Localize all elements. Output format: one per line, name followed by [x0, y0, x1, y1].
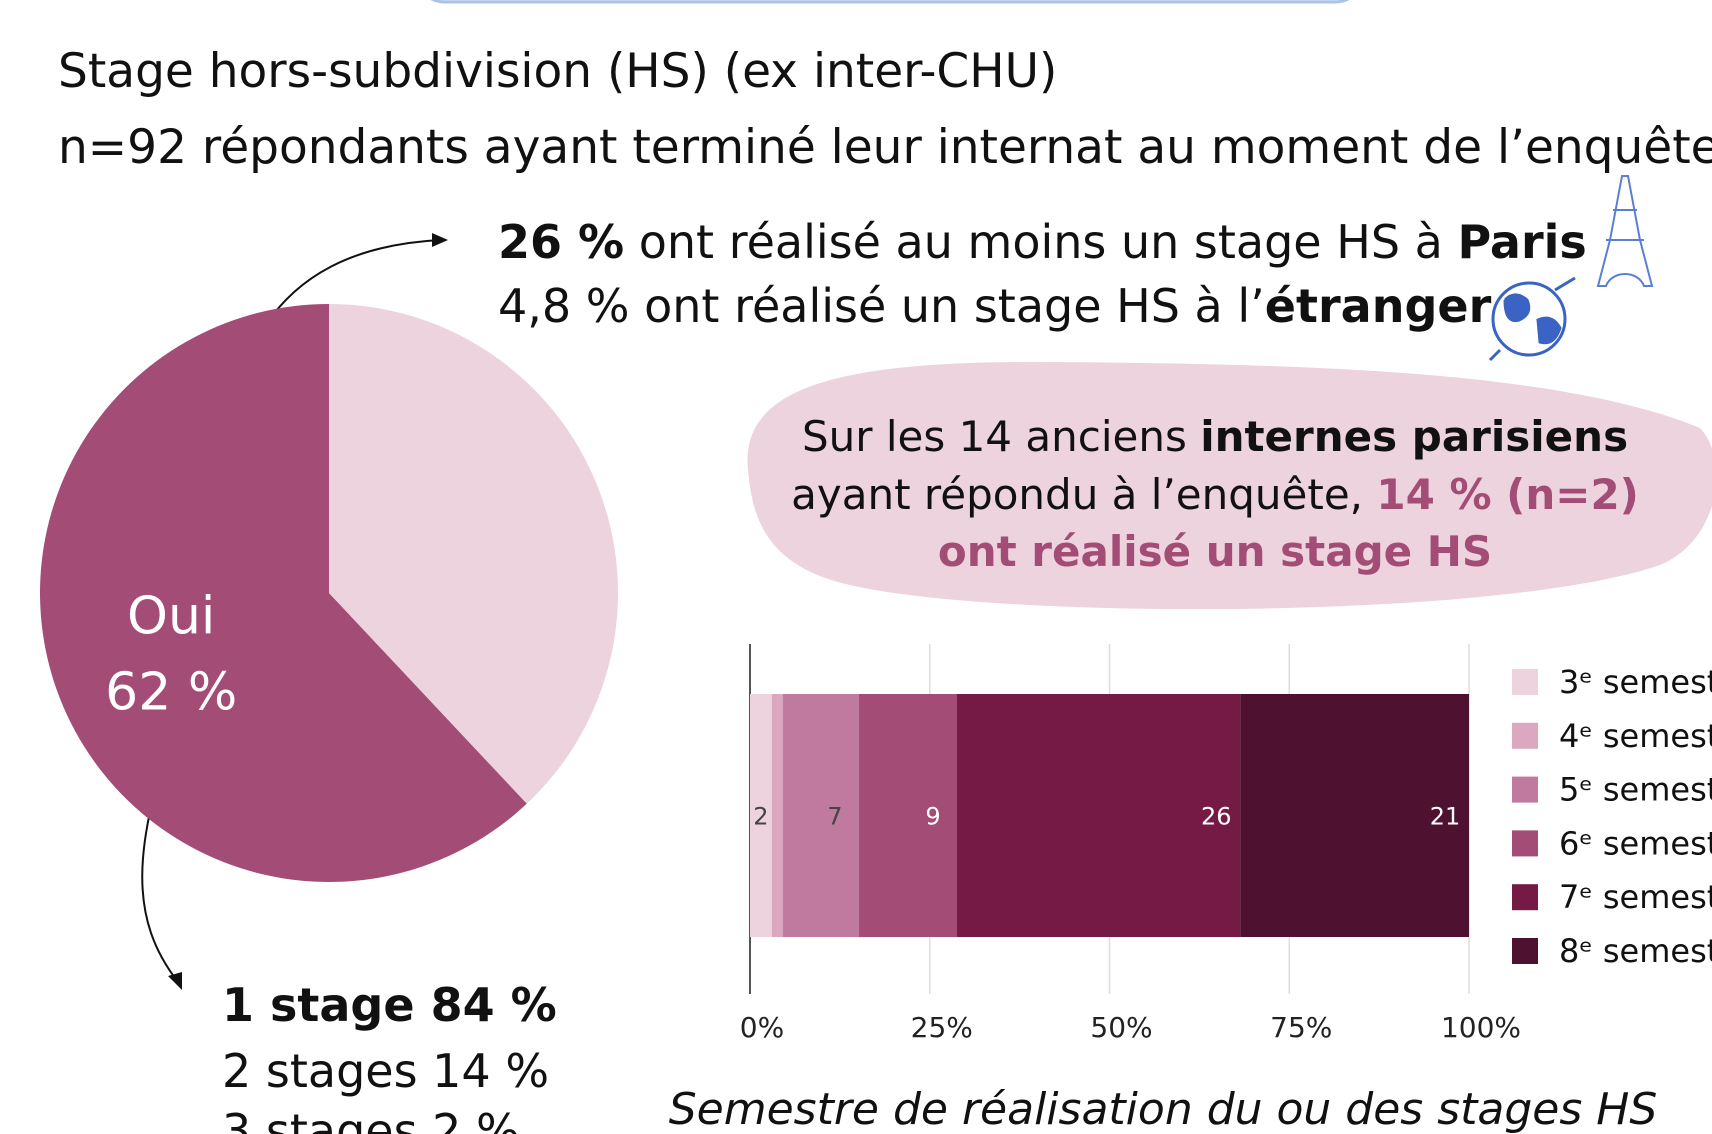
legend-swatch: [1512, 938, 1538, 964]
bar-segment: [771, 694, 783, 937]
x-axis-title: Semestre de réalisation du ou des stages…: [669, 1084, 1658, 1134]
subtitle: n=92 répondants ayant terminé leur inter…: [58, 120, 1712, 175]
callout-bubble: [747, 361, 1712, 610]
text-run: ayant répondu à l’enquête,: [791, 470, 1376, 519]
top-banner: [430, 0, 1350, 4]
stage-count: 3 stages 2 %: [222, 1104, 520, 1134]
legend-label: 7ᵉ semestre: [1559, 878, 1712, 916]
bar-segment: [750, 694, 772, 937]
text-run: internes parisiens: [1200, 412, 1628, 461]
text-run: ont réalisé au moins un stage HS à: [624, 215, 1457, 269]
stage-count: 1 stage 84 %: [222, 978, 557, 1032]
x-tick-label: 75%: [1270, 1011, 1332, 1044]
title: Stage hors-subdivision (HS) (ex inter-CH…: [58, 44, 1057, 99]
bar-segment: [858, 694, 957, 937]
pie-slice: [329, 304, 619, 804]
bar-value-label: 9: [925, 803, 940, 831]
bar-value-label: 7: [827, 803, 842, 831]
arrow-head: [432, 233, 448, 247]
text-run: 1 stage 84 %: [222, 978, 557, 1032]
legend-swatch: [1512, 884, 1538, 911]
bar-segment: [956, 694, 1241, 937]
bar-value-label: 21: [1430, 803, 1461, 831]
callout-line: ont réalisé un stage HS: [938, 527, 1492, 576]
arrow-head: [168, 972, 182, 990]
x-tick-label: 50%: [1090, 1011, 1152, 1044]
eiffel-icon: [1596, 175, 1654, 287]
legend-label: 8ᵉ semestre: [1559, 932, 1712, 970]
text-run: Sur les 14 anciens: [802, 412, 1200, 461]
legend-swatch: [1512, 669, 1538, 695]
bar-value-label: 2: [753, 803, 768, 831]
globe-icon: [1488, 276, 1576, 362]
pie-slice: [40, 304, 527, 883]
bar-value-label: 26: [1201, 803, 1232, 831]
callout-line: ayant répondu à l’enquête, 14 % (n=2): [791, 470, 1639, 519]
text-run: ont réalisé un stage HS: [938, 527, 1492, 576]
text-run: 14 % (n=2): [1376, 470, 1638, 519]
slice-label: Oui: [127, 587, 215, 647]
legend-swatch: [1512, 830, 1538, 857]
bar-segment: [782, 694, 859, 937]
text-run: étranger: [1265, 279, 1492, 333]
legend-label: 3ᵉ semestre: [1559, 663, 1712, 701]
text-run: 4,8 % ont réalisé un stage HS à l’: [498, 279, 1265, 333]
text-run: 26 %: [498, 215, 624, 269]
legend-label: 5ᵉ semestre: [1559, 771, 1712, 809]
highlight: 4,8 % ont réalisé un stage HS à l’étrang…: [498, 279, 1492, 333]
legend-label: 4ᵉ semestre: [1559, 717, 1712, 755]
x-tick-label: 100%: [1441, 1011, 1521, 1044]
stage-count: 2 stages 14 %: [222, 1044, 549, 1098]
text-run: Paris: [1457, 215, 1586, 269]
legend-swatch: [1512, 722, 1538, 749]
x-tick-label: 25%: [911, 1011, 973, 1044]
x-tick-label: 0%: [740, 1011, 784, 1044]
bar-segment: [1240, 694, 1469, 937]
callout-line: Sur les 14 anciens internes parisiens: [802, 412, 1628, 461]
slice-value: 62 %: [105, 663, 237, 723]
legend-label: 6ᵉ semestre: [1559, 824, 1712, 862]
legend-swatch: [1512, 776, 1538, 803]
highlight: 26 % ont réalisé au moins un stage HS à …: [498, 215, 1587, 269]
text-run: 2 stages 14 %: [222, 1044, 549, 1098]
text-run: 3 stages 2 %: [222, 1104, 520, 1134]
